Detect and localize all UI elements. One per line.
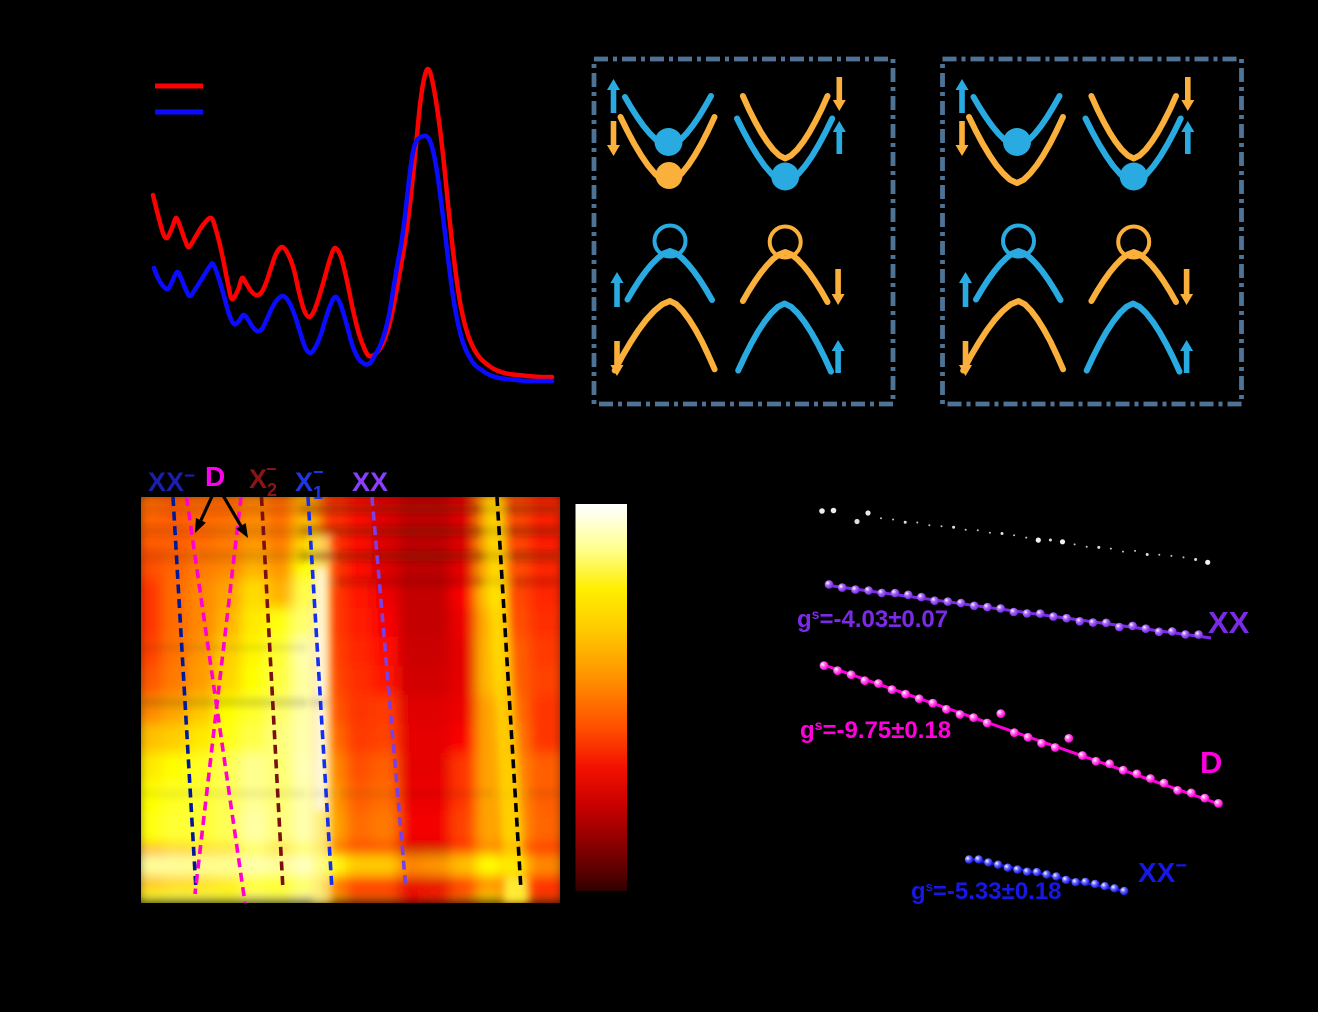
svg-text:D: D [1200, 745, 1222, 780]
svg-text:XX: XX [1208, 605, 1250, 640]
svg-text:XX−: XX− [1138, 855, 1187, 888]
svg-text:XX−: XX− [148, 466, 195, 497]
svg-text:X2−: X2− [249, 459, 277, 500]
svg-text:X1−: X1− [295, 462, 324, 503]
svg-text:gs=-5.33±0.18: gs=-5.33±0.18 [911, 878, 1062, 905]
svg-text:gs=-4.03±0.07: gs=-4.03±0.07 [797, 606, 948, 633]
svg-text:XX: XX [352, 467, 388, 497]
svg-text:gs=-9.75±0.18: gs=-9.75±0.18 [800, 717, 951, 744]
svg-text:D: D [205, 461, 225, 492]
